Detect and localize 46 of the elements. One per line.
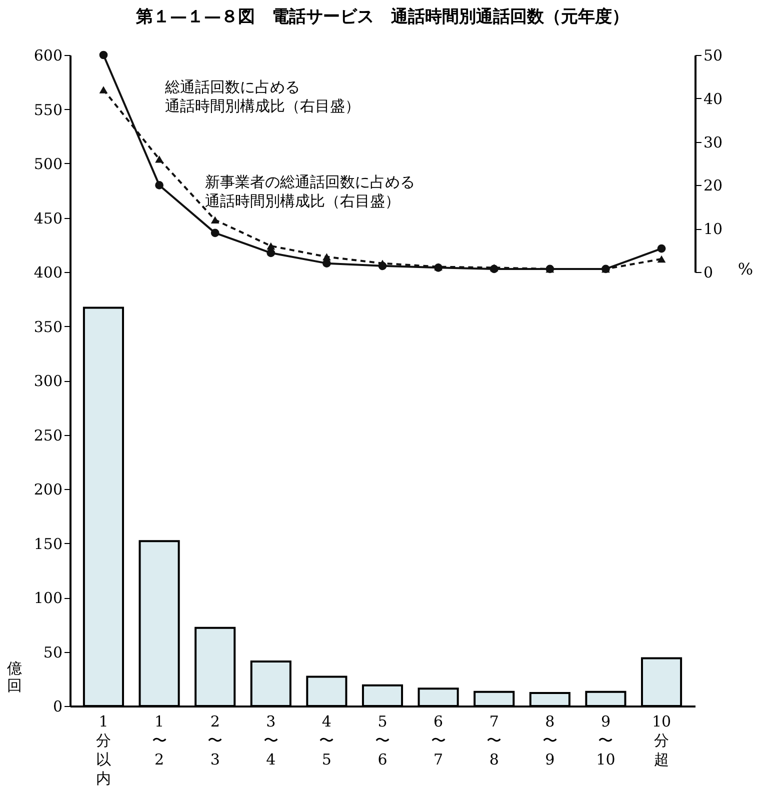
y2-tick-label: 0 [704,264,714,282]
x-tick-label: 10分超 [652,712,672,768]
point [266,248,276,258]
annotation: 総通話回数に占める通話時間別構成比（右目盛） [164,78,360,115]
x-tick-label: 6〜7 [430,712,446,768]
y2-tick-label: 30 [704,133,723,152]
point [322,253,331,260]
y-tick-label: 400 [34,264,62,282]
y2-tick-label: 50 [704,46,723,64]
point [155,156,164,163]
x-tick-label: 8〜9 [542,712,558,768]
y-tick-label: 500 [34,155,62,173]
point [210,216,220,224]
chart-title: 第１—１—８図 電話サービス 通話時間別通話回数（元年度） [135,7,629,27]
x-tick-label: 2〜3 [208,712,223,768]
x-tick-label: 5〜6 [375,712,390,768]
y-tick-label: 250 [34,426,62,444]
x-tick-label: 1分以内 [96,712,111,786]
y2-tick-label: 10 [704,220,723,238]
point [155,181,164,190]
y-tick-label: 200 [34,480,62,498]
y-tick-label: 300 [34,372,62,390]
x-tick-label: 4〜5 [319,712,334,768]
y2-tick-label: 40 [704,90,723,108]
x-tick-label: 1〜2 [152,712,167,768]
y2-tick-label: 20 [704,176,723,195]
x-tick-label: 9〜10 [596,712,616,768]
point [266,242,276,250]
y-tick-label: 550 [34,100,62,119]
y2-axis-title: % [738,260,754,278]
point [99,50,108,60]
x-tick-label: 3〜4 [263,712,278,768]
y-tick-label: 0 [52,698,62,716]
point [210,228,220,238]
y-tick-label: 50 [43,643,62,662]
y-tick-label: 600 [34,46,62,64]
point [657,255,666,263]
y-tick-label: 350 [34,318,62,336]
y-tick-label: 100 [34,589,62,607]
point [99,86,108,94]
y-tick-label: 450 [34,209,62,228]
point [657,244,666,253]
y-axis-title: 億回 [7,660,22,694]
x-tick-label: 7〜8 [486,712,502,768]
annotation: 新事業者の総通話回数に占める通話時間別構成比（右目盛） [205,173,415,210]
y-tick-label: 150 [34,534,62,553]
